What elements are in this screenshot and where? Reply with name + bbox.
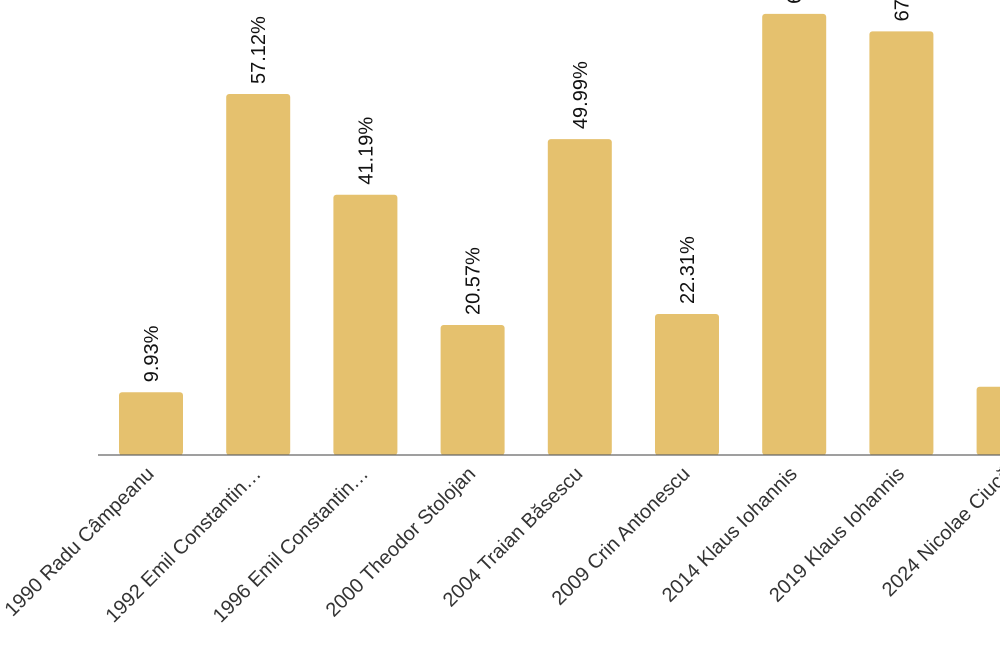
bar	[119, 392, 183, 455]
value-label: 9.93%	[141, 325, 163, 382]
value-label: 57.12%	[248, 16, 270, 84]
bar	[762, 13, 827, 456]
value-label: 10.8%	[999, 320, 1000, 377]
bar	[226, 94, 291, 456]
value-label: 41.19%	[355, 117, 377, 185]
value-label: 20.57%	[463, 247, 485, 315]
bar	[655, 314, 719, 455]
value-labels-group: 9.93% 57.12% 41.19% 20.57% 49.99% 22.31% 69.8 6…	[141, 0, 1000, 382]
bar	[333, 194, 398, 455]
value-label: 49.99%	[570, 61, 592, 129]
bar	[440, 325, 505, 455]
value-label: 22.31%	[677, 236, 699, 304]
value-label: 69.8	[784, 0, 806, 4]
value-label: 67.03	[891, 0, 913, 21]
bars-group	[119, 13, 1000, 456]
bar	[869, 31, 934, 455]
bar	[547, 139, 612, 455]
bar	[976, 386, 1000, 455]
